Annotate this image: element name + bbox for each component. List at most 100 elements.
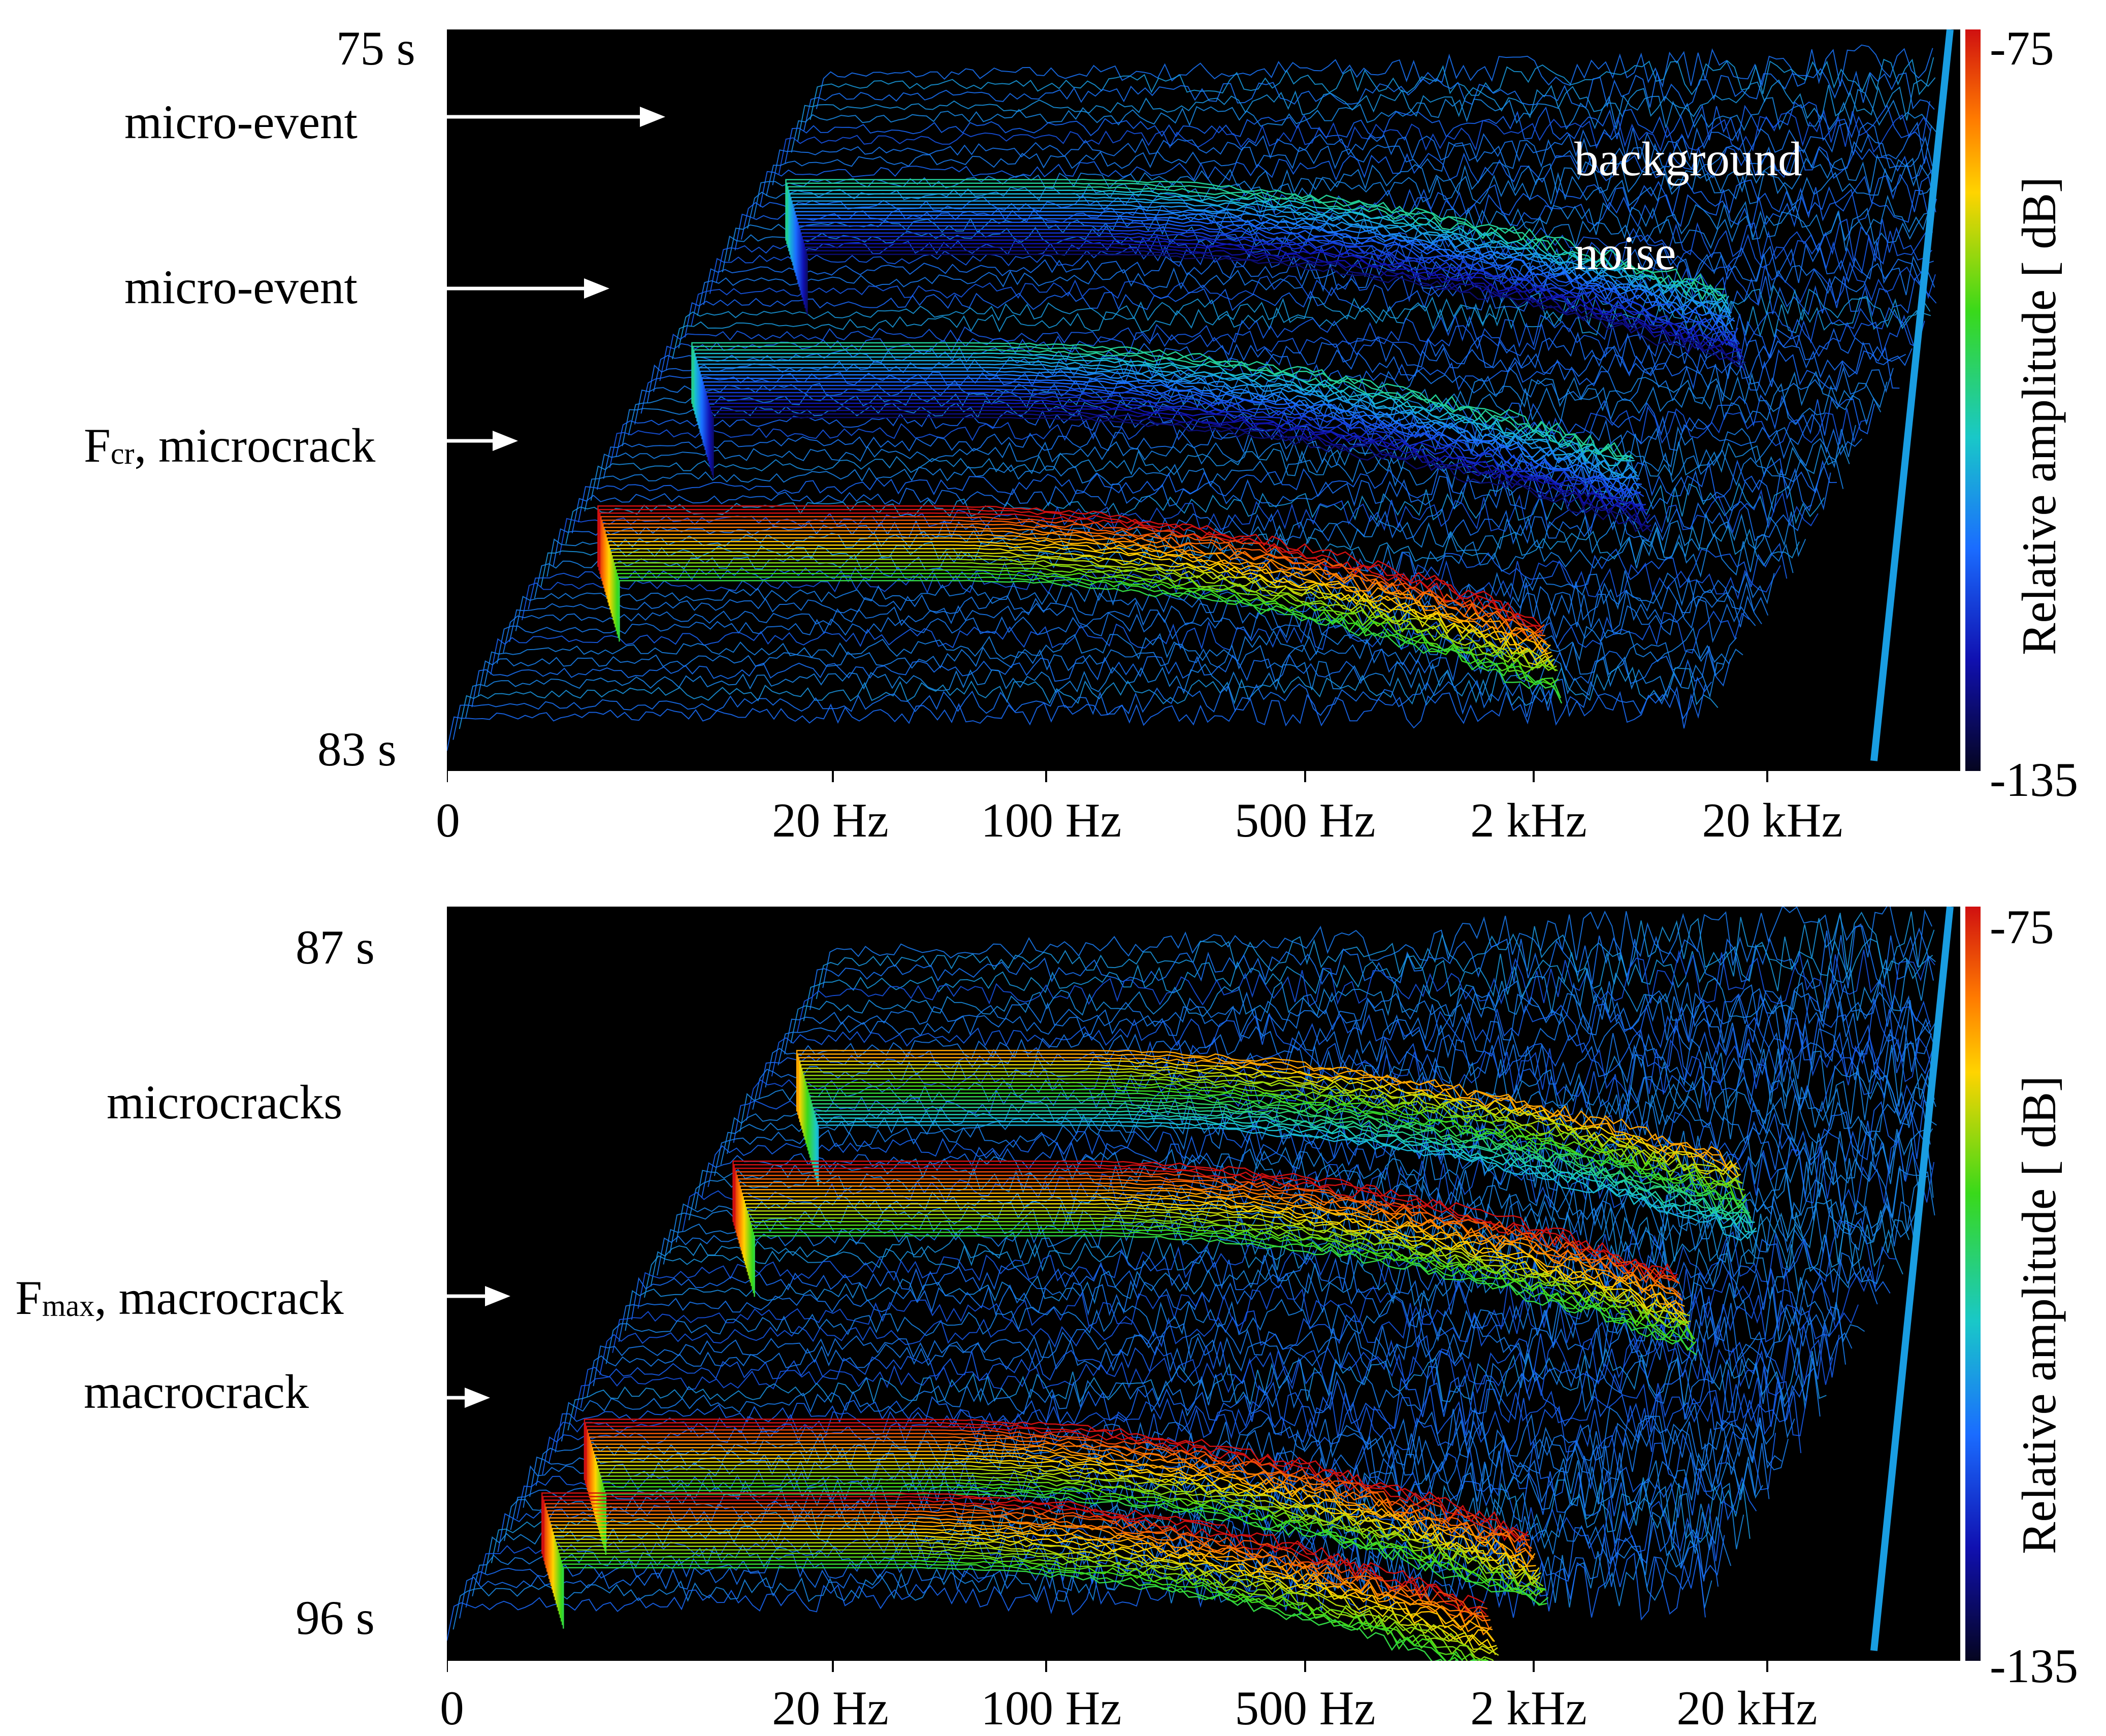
annotation-label: Fcr, microcrack — [84, 419, 376, 472]
colorbar-title: Relative amplitude [ dB] — [2012, 177, 2066, 655]
event-ridge-trace — [603, 526, 1547, 643]
event-ridge-trace — [552, 1528, 1495, 1642]
event-ridge-trace — [594, 1454, 1537, 1572]
event-ridge-trace — [811, 1103, 1752, 1219]
noise-trace — [523, 1417, 1783, 1508]
noise-trace — [803, 929, 1935, 1021]
noise-trace — [816, 911, 1933, 1000]
event-ridge-trace — [562, 1563, 1464, 1661]
background-noise-label-line1: background — [1574, 132, 1802, 186]
noise-trace — [471, 646, 1731, 708]
event-ridge-trace — [691, 342, 1631, 462]
event-ridge-trace — [701, 377, 1641, 495]
noise-trace — [778, 109, 1931, 175]
event-ridge-trace — [798, 1056, 1738, 1178]
arrow-icon — [442, 107, 665, 127]
event-ridge-trace — [597, 1465, 1541, 1586]
event-ridge-trace — [598, 1468, 1542, 1580]
colorbar-max-label: -75 — [1990, 21, 2054, 75]
event-ridge-trace — [800, 1064, 1740, 1176]
event-ridge-trace — [592, 1446, 1536, 1567]
event-ridge-trace — [737, 1178, 1681, 1296]
colorbar — [1965, 29, 1981, 771]
event-ridge-trace — [785, 179, 1725, 296]
event-ridge-trace — [707, 399, 1647, 516]
event-ridge-trace — [542, 1496, 1486, 1620]
event-ridge-trace — [797, 1053, 1737, 1171]
event-ridge-trace — [753, 1231, 1697, 1351]
event-ridge-trace — [613, 562, 1557, 671]
noise-trace — [447, 1552, 1706, 1641]
event-ridge-trace — [814, 1113, 1754, 1233]
noise-trace — [746, 1036, 1934, 1121]
event-ridge-trace — [791, 200, 1732, 318]
event-ridge-trace — [788, 189, 1728, 305]
time-start-label: 87 s — [296, 920, 375, 974]
x-tick-label: 100 Hz — [981, 793, 1122, 847]
noise-trace — [603, 413, 1863, 479]
colorbar-max-label: -75 — [1990, 900, 2054, 954]
event-ridge-trace — [733, 1164, 1677, 1278]
event-ridge-trace — [608, 544, 1552, 661]
event-ridge-trace — [805, 250, 1745, 371]
event-ridge-trace — [693, 349, 1633, 458]
noise-trace — [714, 1091, 1931, 1176]
noise-trace — [797, 949, 1935, 1033]
noise-trace — [816, 44, 1933, 109]
event-ridge-trace — [604, 530, 1548, 652]
event-ridge-trace — [705, 392, 1646, 513]
event-ridge-trace — [596, 1461, 1540, 1581]
noise-trace — [452, 677, 1712, 740]
time-start-label: 75 s — [336, 21, 415, 75]
noise-trace — [720, 1080, 1937, 1165]
noise-trace — [688, 1129, 1934, 1220]
event-ridge-trace — [747, 1210, 1690, 1324]
noise-trace — [535, 1395, 1795, 1486]
noise-trace — [631, 1236, 1891, 1320]
noise-trace — [772, 121, 1932, 185]
event-ridge-trace — [548, 1517, 1492, 1636]
x-tick-label: 100 Hz — [981, 1681, 1122, 1735]
event-ridge-trace — [695, 356, 1635, 463]
noise-trace — [484, 624, 1743, 686]
noise-trace — [503, 590, 1762, 653]
event-ridge-trace — [736, 1174, 1680, 1284]
event-ridge-trace — [754, 1235, 1697, 1356]
x-tick-label: 500 Hz — [1235, 793, 1376, 847]
noise-trace — [759, 143, 1934, 207]
annotation-label: micro-event — [124, 95, 358, 149]
x-axis-ticks — [446, 1661, 1768, 1672]
noise-trace — [684, 276, 1937, 338]
noise-trace — [797, 77, 1936, 142]
x-tick-label: 20 Hz — [772, 1681, 889, 1735]
event-ridge-trace — [557, 1545, 1485, 1661]
noise-trace — [625, 1244, 1885, 1331]
noise-trace — [640, 346, 1900, 414]
event-ridge-trace — [607, 540, 1551, 654]
noise-trace — [643, 1210, 1903, 1298]
event-ridge-trace — [711, 413, 1651, 532]
event-ridge-trace — [751, 1224, 1694, 1343]
event-ridge-trace — [796, 1050, 1736, 1169]
noise-trace — [548, 1377, 1808, 1464]
noise-trace — [587, 1306, 1846, 1397]
annotation-label: macrocrack — [84, 1365, 309, 1419]
event-ridge-trace — [611, 555, 1555, 667]
event-ridge-trace — [802, 239, 1742, 356]
event-ridge-trace — [698, 367, 1638, 478]
noise-trace — [573, 1334, 1833, 1420]
noise-trace — [459, 666, 1719, 729]
noise-trace — [691, 261, 1936, 327]
event-ridge-trace — [805, 1082, 1745, 1191]
noise-trace — [822, 907, 1933, 988]
noise-trace — [791, 89, 1937, 153]
noise-trace — [590, 439, 1850, 501]
noise-trace — [659, 314, 1919, 381]
x-axis-ticks — [446, 771, 1768, 782]
noise-trace — [766, 134, 1933, 197]
event-ridge-trace — [605, 1493, 1549, 1605]
x-tick-label: 2 kHz — [1470, 793, 1587, 847]
noise-trace — [784, 980, 1937, 1054]
noise-trace — [615, 394, 1875, 458]
event-ridge-trace — [793, 207, 1734, 330]
